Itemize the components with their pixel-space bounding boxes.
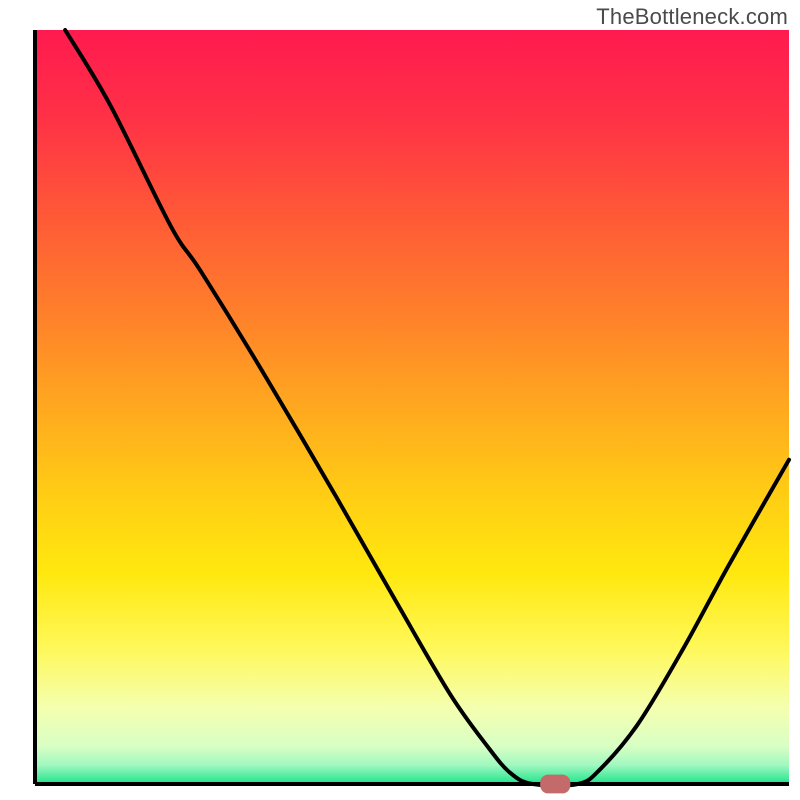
chart-container: TheBottleneck.com <box>0 0 800 800</box>
optimum-marker <box>540 775 570 794</box>
bottleneck-chart <box>0 0 800 800</box>
plot-background <box>35 30 789 784</box>
